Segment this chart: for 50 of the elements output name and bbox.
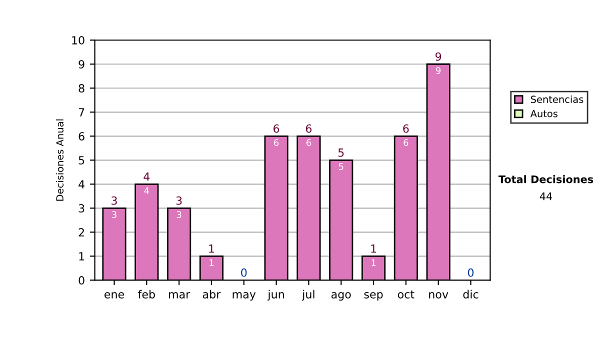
total-label: 3 [112,196,117,205]
data-label: 6 [274,139,279,146]
y-tick-label: 3 [78,204,84,213]
x-tick-label: oct [398,290,414,298]
x-tick-label: mar [168,292,190,298]
total-label: 1 [371,244,376,253]
total-label: 1 [209,244,214,253]
x-tick-label: sep [364,292,383,301]
data-label: 5 [338,163,344,170]
total-label: 3 [176,196,182,205]
y-tick-label: 1 [79,252,84,260]
data-label: 3 [112,211,116,218]
total-label: 0 [468,268,474,277]
x-tick-label: ago [331,292,351,301]
data-label: 6 [306,139,312,146]
legend-label: Sentencias [530,95,584,104]
x-tick-label: abr [202,290,221,298]
y-tick-label: 10 [72,36,84,44]
x-tick-label: dic [463,290,478,298]
y-tick-label: 9 [78,60,84,69]
total-label: 9 [436,52,442,61]
y-tick-label: 5 [78,156,84,165]
x-tick-label: nov [429,292,448,298]
y-tick-label: 4 [78,180,84,188]
total-label: 4 [144,172,150,181]
text: 44 [540,192,552,200]
text: Total Decisiones [498,175,594,184]
data-label: 6 [404,139,408,146]
total-label: 6 [403,124,409,133]
x-tick-label: ene [104,292,124,298]
y-tick-label: 6 [78,132,84,141]
x-tick-label: feb [138,290,155,298]
data-label: 1 [372,259,376,266]
y-tick-label: 7 [78,108,84,116]
data-label: 9 [436,67,441,74]
y-tick-label: 8 [78,84,84,93]
y-tick-label: 0 [78,276,84,285]
y-tick-label: 2 [78,228,84,236]
total-label: 6 [274,124,280,133]
data-label: 3 [176,211,182,218]
total-label: 5 [338,148,344,157]
total-label: 0 [241,268,247,277]
data-label: 4 [144,187,150,194]
legend-label: Autos [530,110,558,118]
x-tick-label: jul [302,290,314,301]
y-axis-title: Decisiones Anual [56,119,64,201]
x-tick-label: jun [268,290,284,301]
total-label: 6 [306,124,312,133]
data-label: 1 [210,259,214,266]
x-tick-label: may [232,292,256,301]
